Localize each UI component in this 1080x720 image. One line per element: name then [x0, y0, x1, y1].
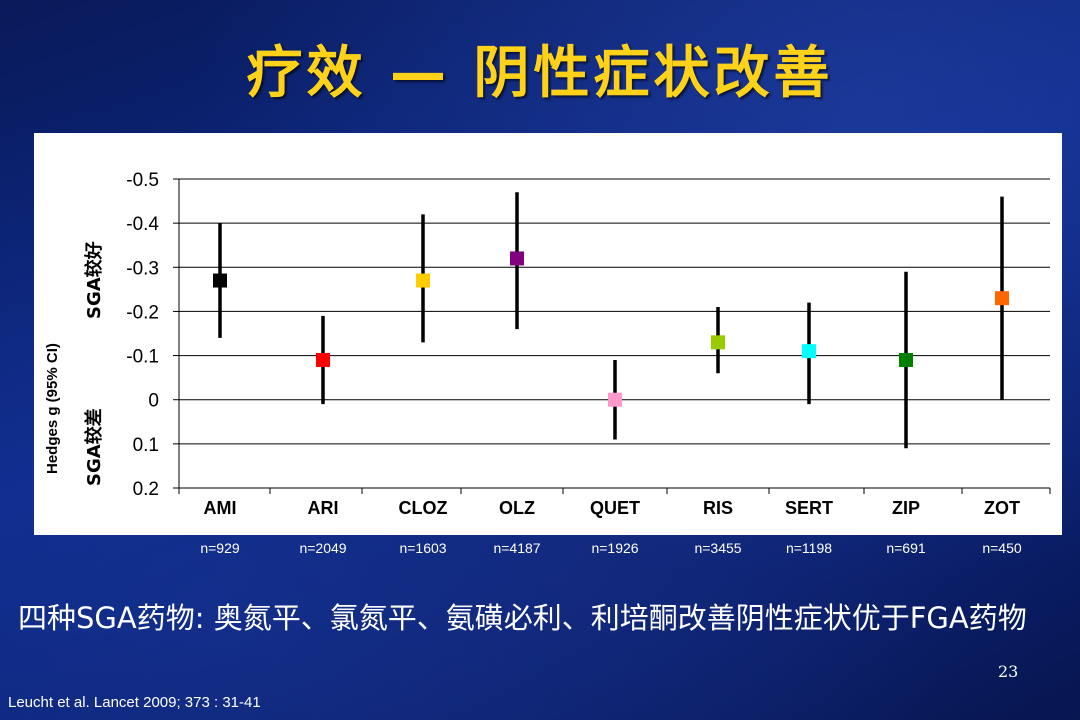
point-marker-zot — [995, 291, 1009, 306]
sample-size-label: n=1198 — [785, 540, 833, 556]
sample-size-label: n=929 — [200, 540, 240, 556]
y-tick-label: -0.4 — [126, 214, 159, 235]
y-tick-label: 0.2 — [133, 479, 159, 500]
point-marker-ari — [316, 352, 330, 367]
x-category-label: ZIP — [892, 498, 920, 518]
x-category-label: SERT — [785, 498, 833, 518]
y-tick-label: 0 — [148, 391, 159, 412]
y-tick-label: -0.2 — [126, 302, 159, 323]
y-tick-label: -0.1 — [126, 347, 159, 368]
y-top-annotation: SGA较好 — [84, 241, 105, 319]
page-number: 23 — [998, 662, 1019, 681]
y-tick-label: -0.3 — [126, 258, 159, 279]
forest-chart-panel: -0.5 -0.4 -0.3 -0.2 -0.1 0 0.1 0.2 AMI ARI CLOZ OLZ… — [34, 133, 1062, 535]
sample-size-label: n=4187 — [493, 540, 541, 556]
citation: Leucht et al. Lancet 2009; 373 : 31-41 — [8, 694, 261, 711]
x-category-label: QUET — [590, 498, 640, 518]
x-category-label: ARI — [308, 498, 339, 518]
conclusion-note: 四种SGA药物: 奥氮平、氯氮平、氨磺必利、利培酮改善阴性症状优于FGA药物 — [18, 601, 1027, 635]
sample-size-label: n=1926 — [591, 540, 639, 556]
sample-size-row: n=929 n=2049 n=1603 n=4187 n=1926 n=3455 n=119… — [0, 540, 1080, 562]
y-tick-label: 0.1 — [133, 435, 159, 456]
point-marker-cloz — [416, 273, 430, 288]
slide-title: 疗效 — 阴性症状改善 — [246, 41, 834, 106]
point-marker-ris — [711, 335, 725, 350]
point-marker-zip — [899, 352, 913, 367]
sample-size-label: n=450 — [982, 540, 1022, 556]
x-category-label: AMI — [204, 498, 237, 518]
point-marker-quet — [608, 392, 622, 407]
point-marker-ami — [213, 273, 227, 288]
sample-size-label: n=2049 — [299, 540, 347, 556]
sample-size-label: n=1603 — [399, 540, 447, 556]
y-bottom-annotation: SGA较差 — [84, 408, 105, 486]
point-marker-olz — [510, 251, 524, 266]
x-category-label: OLZ — [499, 498, 535, 518]
x-category-label: CLOZ — [399, 498, 448, 518]
forest-chart: -0.5 -0.4 -0.3 -0.2 -0.1 0 0.1 0.2 AMI ARI CLOZ OLZ… — [126, 170, 1051, 518]
y-tick-label: -0.5 — [126, 170, 159, 191]
y-axis-title: Hedges g (95% CI) — [44, 343, 61, 474]
x-category-label: ZOT — [984, 498, 1020, 518]
x-category-label: RIS — [703, 498, 733, 518]
sample-size-label: n=3455 — [694, 540, 742, 556]
point-marker-sert — [802, 344, 816, 359]
sample-size-label: n=691 — [886, 540, 926, 556]
